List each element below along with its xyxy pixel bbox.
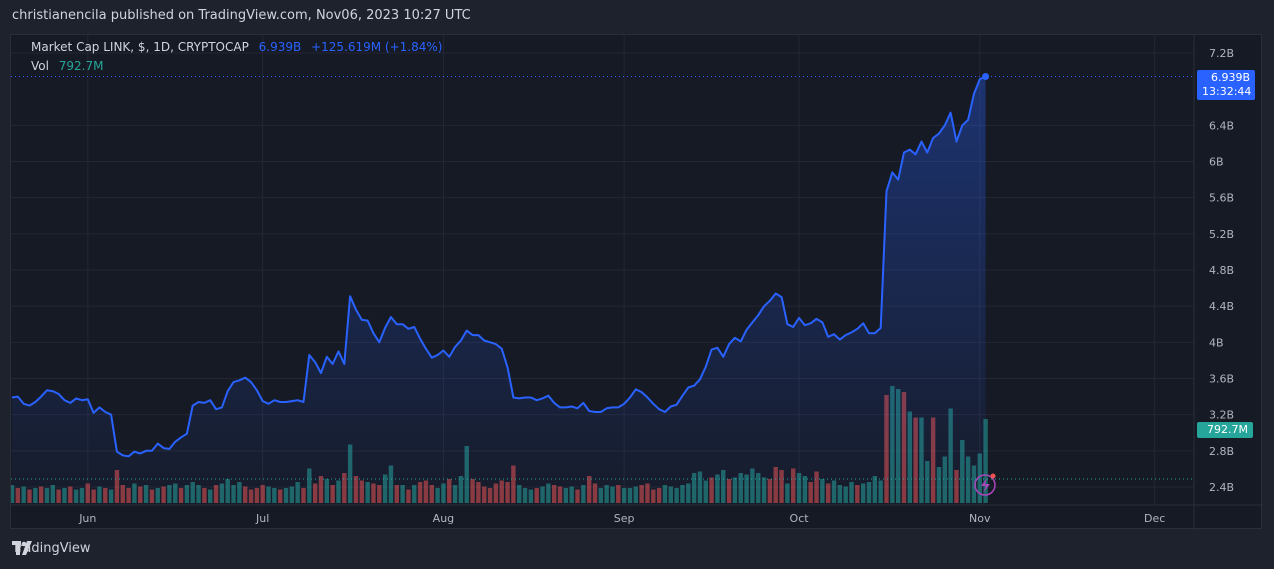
last-price-value: 6.939B (1210, 71, 1250, 84)
legend-symbol[interactable]: Market Cap LINK, $, 1D, CRYPTOCAP (31, 40, 249, 54)
x-tick-label: Jul (255, 512, 269, 525)
legend-vol-row: Vol 792.7M (31, 59, 110, 73)
lightning-icon (974, 474, 996, 496)
y-tick-label: 5.2B (1209, 228, 1234, 241)
countdown-value: 13:32:44 (1202, 85, 1252, 98)
legend-symbol-row: Market Cap LINK, $, 1D, CRYPTOCAP 6.939B… (31, 40, 448, 54)
y-tick-label: 7.2B (1209, 47, 1234, 60)
y-tick-label: 4.4B (1209, 300, 1234, 313)
y-tick-label: 6.4B (1209, 119, 1234, 132)
y-tick-label: 2.8B (1209, 445, 1234, 458)
volume-bar (983, 419, 988, 503)
x-tick-label: Sep (614, 512, 635, 525)
x-tick-label: Nov (969, 512, 991, 525)
y-tick-label: 2.4B (1209, 481, 1234, 494)
y-tick-label: 3.2B (1209, 409, 1234, 422)
tradingview-brand[interactable]: TradingView (12, 541, 91, 556)
brand-name: TradingView (12, 541, 91, 556)
publish-info: christianencila published on TradingView… (12, 8, 471, 23)
legend-vol-label[interactable]: Vol (31, 59, 49, 73)
price-area (12, 76, 986, 505)
legend-change: +125.619M (+1.84%) (311, 40, 443, 54)
lightning-bolt-icon (981, 478, 990, 493)
x-tick-label: Dec (1144, 512, 1165, 525)
chart-frame[interactable]: 7.2B 6.4B 6B 5.6B 5.2B 4.8B 4.4B 4B 3.6B 3.2B 2.8B… (10, 34, 1263, 530)
price-line (11, 75, 987, 458)
y-tick-label: 3.6B (1209, 373, 1234, 386)
x-tick-label: Oct (790, 512, 810, 525)
last-price-dot (982, 73, 990, 81)
tradingview-logo-icon (12, 541, 32, 555)
notification-dot-icon (990, 473, 996, 479)
legend-value: 6.939B (258, 40, 302, 54)
last-price-tag: 6.939B 13:32:44 (1197, 70, 1255, 100)
x-tick-label: Jun (78, 512, 96, 525)
x-tick-label: Aug (433, 512, 454, 525)
y-tick-label: 6B (1209, 156, 1224, 169)
y-tick-label: 5.6B (1209, 192, 1234, 205)
y-tick-label: 4.8B (1209, 264, 1234, 277)
volume-tag: 792.7M (1197, 422, 1253, 438)
legend-vol-value: 792.7M (58, 59, 104, 73)
y-tick-label: 4B (1209, 336, 1224, 349)
chart-svg[interactable]: 7.2B 6.4B 6B 5.6B 5.2B 4.8B 4.4B 4B 3.6B 3.2B 2.8B… (11, 35, 1263, 530)
volume-tag-value: 792.7M (1207, 423, 1248, 436)
